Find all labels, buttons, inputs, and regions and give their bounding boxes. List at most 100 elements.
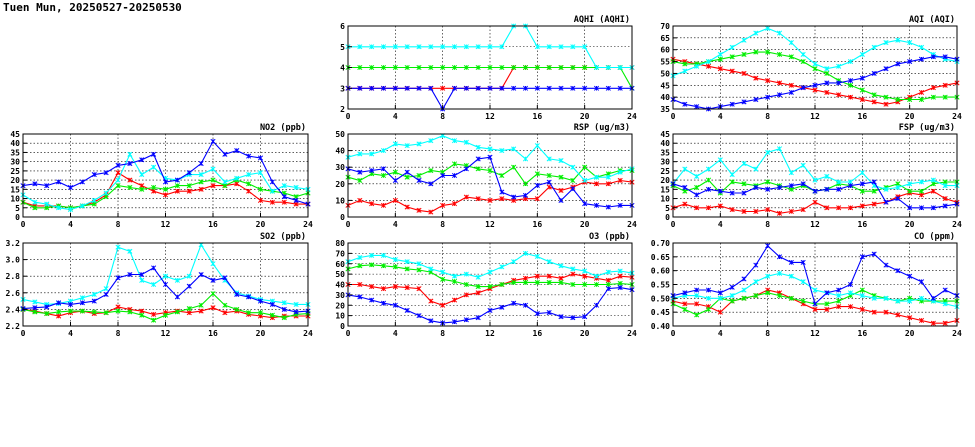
data-point bbox=[682, 68, 688, 74]
data-point bbox=[451, 278, 458, 284]
data-point bbox=[115, 244, 121, 250]
data-point bbox=[369, 85, 375, 91]
data-point bbox=[729, 172, 735, 178]
y-tick-label: 65 bbox=[660, 34, 670, 43]
data-point bbox=[392, 141, 398, 147]
y-tick-label: 35 bbox=[660, 105, 670, 114]
chart-title: SO2 (ppb) bbox=[260, 232, 306, 242]
data-point bbox=[534, 182, 540, 189]
y-tick-label: 45 bbox=[660, 81, 670, 90]
x-tick-label: 8 bbox=[116, 220, 121, 229]
x-tick-label: 0 bbox=[671, 220, 676, 229]
x-tick-label: 16 bbox=[208, 329, 218, 338]
data-point bbox=[859, 75, 865, 81]
data-point bbox=[416, 207, 422, 213]
data-point bbox=[800, 59, 806, 65]
data-point bbox=[198, 186, 204, 192]
x-tick-label: 16 bbox=[208, 220, 218, 229]
data-point bbox=[729, 179, 735, 185]
x-tick-label: 8 bbox=[765, 220, 770, 229]
data-point bbox=[605, 85, 611, 91]
data-point bbox=[392, 44, 398, 50]
data-point bbox=[812, 177, 818, 183]
data-point bbox=[776, 80, 783, 86]
data-point bbox=[765, 94, 771, 100]
data-point bbox=[91, 172, 97, 178]
data-point bbox=[705, 186, 712, 192]
data-point bbox=[895, 196, 901, 202]
data-point bbox=[269, 199, 275, 205]
x-tick-label: 12 bbox=[810, 329, 820, 338]
data-point bbox=[67, 184, 74, 191]
data-point bbox=[487, 44, 493, 50]
data-point bbox=[416, 85, 422, 91]
y-tick-label: 20 bbox=[660, 176, 670, 185]
y-tick-label: 6 bbox=[340, 22, 345, 31]
data-point bbox=[404, 44, 410, 50]
data-point bbox=[139, 312, 145, 318]
data-point bbox=[705, 306, 712, 312]
data-point bbox=[546, 259, 552, 265]
data-point bbox=[617, 64, 623, 71]
data-point bbox=[534, 44, 540, 50]
data-point bbox=[753, 30, 759, 36]
x-tick-label: 0 bbox=[671, 329, 676, 338]
data-point bbox=[440, 64, 446, 71]
data-point bbox=[392, 85, 398, 91]
data-point bbox=[293, 309, 299, 315]
data-point bbox=[859, 293, 865, 299]
data-point bbox=[210, 183, 216, 189]
x-tick-label: 20 bbox=[256, 220, 266, 229]
y-tick-label: 40 bbox=[660, 93, 670, 102]
y-tick-label: 2.2 bbox=[6, 322, 21, 331]
data-point bbox=[103, 286, 109, 292]
data-point bbox=[392, 169, 398, 175]
x-tick-label: 4 bbox=[718, 329, 723, 338]
data-point bbox=[103, 310, 109, 316]
data-point bbox=[463, 64, 469, 71]
data-point bbox=[91, 197, 97, 203]
data-point bbox=[103, 170, 109, 176]
data-point bbox=[824, 66, 830, 72]
data-point bbox=[499, 85, 505, 91]
data-point bbox=[463, 281, 469, 288]
chart-title: AQI (AQI) bbox=[909, 15, 955, 25]
data-point bbox=[174, 183, 180, 189]
data-point bbox=[871, 188, 877, 194]
y-tick-label: 80 bbox=[335, 239, 345, 248]
data-point bbox=[788, 183, 794, 189]
data-point bbox=[907, 205, 913, 211]
data-point bbox=[859, 170, 865, 176]
data-point bbox=[475, 64, 481, 71]
data-point bbox=[392, 64, 398, 71]
data-point bbox=[717, 188, 723, 194]
data-point bbox=[234, 181, 240, 187]
data-point bbox=[186, 170, 192, 176]
data-point bbox=[416, 313, 422, 319]
data-point bbox=[186, 183, 192, 189]
data-point bbox=[369, 151, 375, 157]
data-point bbox=[440, 85, 446, 91]
data-point bbox=[392, 284, 398, 290]
data-point bbox=[741, 276, 747, 282]
data-point bbox=[895, 96, 901, 103]
data-point bbox=[174, 177, 180, 183]
data-point bbox=[416, 172, 422, 179]
y-tick-label: 40 bbox=[660, 139, 670, 148]
data-point bbox=[511, 279, 517, 285]
data-point bbox=[380, 166, 387, 172]
data-point bbox=[895, 298, 901, 304]
data-point bbox=[475, 315, 481, 321]
y-tick-label: 45 bbox=[660, 130, 670, 139]
data-point bbox=[522, 156, 529, 162]
data-point bbox=[534, 196, 540, 202]
data-point bbox=[151, 188, 157, 194]
data-point bbox=[475, 274, 481, 280]
data-point bbox=[694, 293, 700, 299]
chart-co: 0.40 0.45 0.50 0.55 0.60 0.65 0.70 0 4 8 12 16 20 24 C… bbox=[651, 232, 962, 338]
data-point bbox=[487, 146, 493, 152]
data-point bbox=[67, 207, 74, 213]
data-point bbox=[717, 203, 723, 209]
y-tick-label: 0.40 bbox=[651, 322, 670, 331]
data-point bbox=[694, 173, 700, 179]
